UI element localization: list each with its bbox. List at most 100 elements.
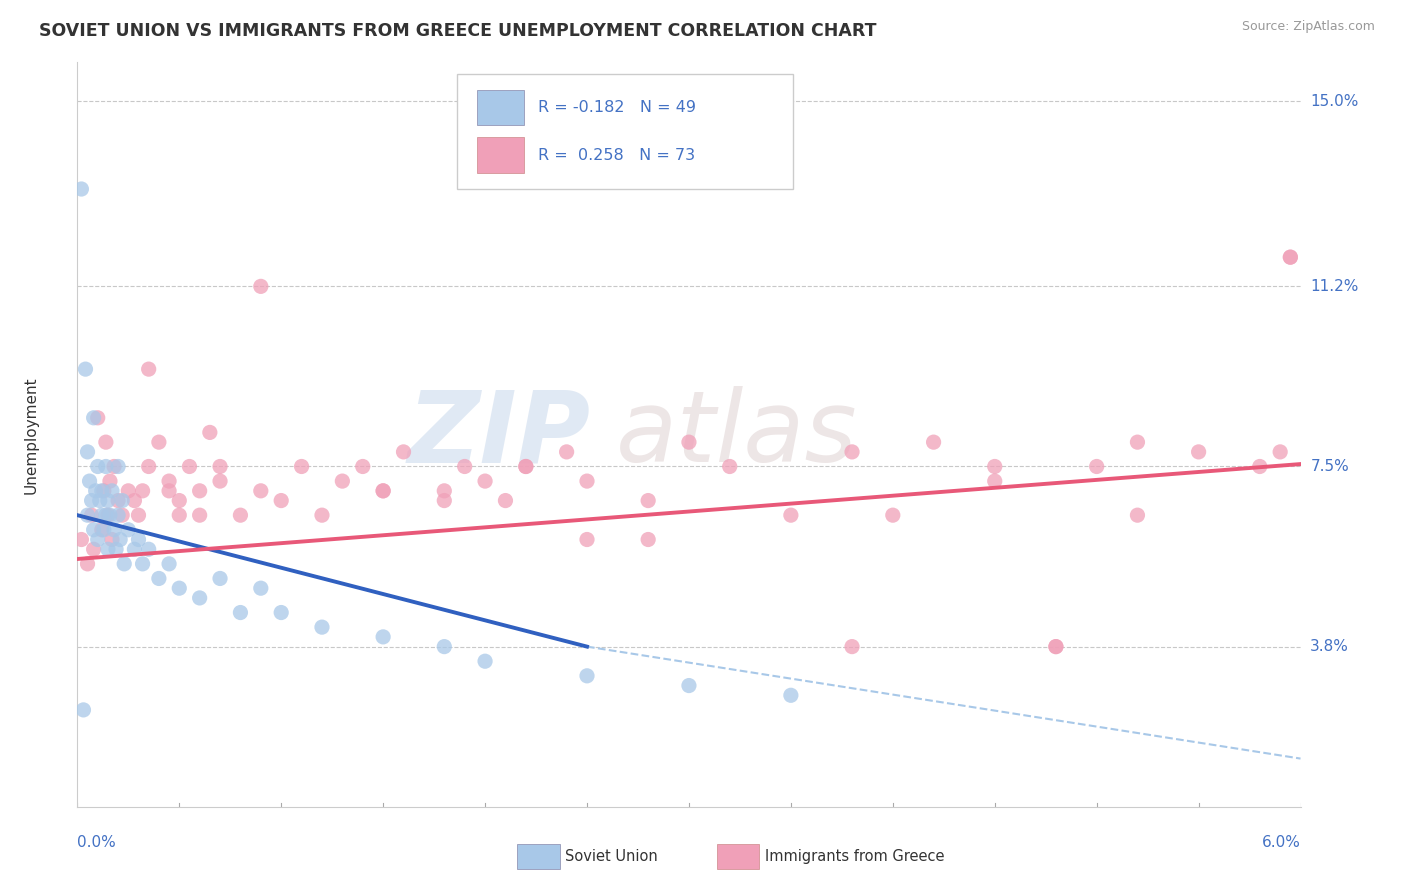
Point	[90, 483, 112, 498]
Point	[198, 425, 221, 440]
Point	[157, 557, 180, 571]
Text: ZIP: ZIP	[408, 386, 591, 483]
Text: 15.0%: 15.0%	[1310, 94, 1358, 109]
Point	[124, 542, 146, 557]
Point	[94, 435, 117, 450]
Point	[433, 483, 456, 498]
Point	[229, 606, 252, 620]
Point	[84, 483, 107, 498]
Point	[637, 493, 659, 508]
Point	[718, 459, 741, 474]
Point	[108, 533, 131, 547]
Point	[229, 508, 252, 523]
Point	[90, 523, 112, 537]
Point	[576, 533, 599, 547]
Point	[83, 542, 105, 557]
Point	[117, 523, 139, 537]
Point	[94, 459, 117, 474]
Text: 7.5%: 7.5%	[1310, 459, 1348, 474]
Point	[291, 459, 314, 474]
Point	[637, 533, 659, 547]
Point	[1249, 459, 1271, 474]
Text: 11.2%: 11.2%	[1310, 279, 1358, 293]
Point	[72, 703, 94, 717]
Point	[1045, 640, 1067, 654]
Point	[1045, 640, 1067, 654]
Point	[433, 640, 456, 654]
Text: Unemployment: Unemployment	[24, 376, 38, 493]
Point	[79, 474, 101, 488]
Point	[841, 640, 863, 654]
Point	[148, 571, 170, 585]
Point	[208, 571, 231, 585]
Point	[188, 483, 211, 498]
Point	[87, 459, 110, 474]
FancyBboxPatch shape	[457, 74, 793, 189]
Point	[332, 474, 354, 488]
Point	[131, 557, 153, 571]
Point	[76, 508, 98, 523]
Point	[98, 474, 121, 488]
Point	[882, 508, 904, 523]
Point	[1085, 459, 1108, 474]
Bar	[477, 90, 524, 126]
Point	[87, 533, 110, 547]
Point	[97, 542, 120, 557]
Point	[474, 474, 496, 488]
Point	[80, 508, 103, 523]
Point	[1279, 250, 1302, 264]
Point	[678, 679, 700, 693]
Point	[515, 459, 537, 474]
Point	[208, 474, 231, 488]
Point	[984, 474, 1007, 488]
Text: Soviet Union: Soviet Union	[565, 849, 658, 863]
Point	[208, 459, 231, 474]
Point	[179, 459, 201, 474]
Point	[270, 493, 292, 508]
Point	[87, 410, 110, 425]
Point	[124, 493, 146, 508]
Point	[352, 459, 374, 474]
Point	[157, 474, 180, 488]
Point	[311, 620, 333, 634]
Point	[1126, 508, 1149, 523]
Point	[111, 508, 134, 523]
Point	[250, 581, 273, 595]
Point	[97, 508, 120, 523]
Point	[371, 483, 394, 498]
Point	[1279, 250, 1302, 264]
Point	[250, 483, 273, 498]
Point	[112, 557, 135, 571]
Point	[270, 606, 292, 620]
Point	[157, 483, 180, 498]
Text: 6.0%: 6.0%	[1261, 835, 1301, 850]
Point	[75, 362, 97, 376]
Point	[169, 493, 191, 508]
Point	[111, 493, 134, 508]
Point	[107, 508, 129, 523]
Point	[433, 493, 456, 508]
Text: Source: ZipAtlas.com: Source: ZipAtlas.com	[1241, 20, 1375, 33]
Text: atlas: atlas	[616, 386, 858, 483]
Point	[392, 445, 415, 459]
Point	[83, 410, 105, 425]
Point	[1270, 445, 1292, 459]
Point	[1126, 435, 1149, 450]
Point	[250, 279, 273, 293]
Text: SOVIET UNION VS IMMIGRANTS FROM GREECE UNEMPLOYMENT CORRELATION CHART: SOVIET UNION VS IMMIGRANTS FROM GREECE U…	[39, 22, 877, 40]
Point	[70, 533, 93, 547]
Point	[107, 493, 129, 508]
Point	[138, 459, 160, 474]
Point	[495, 493, 517, 508]
Point	[474, 654, 496, 668]
Point	[371, 483, 394, 498]
Point	[780, 508, 803, 523]
Point	[90, 508, 112, 523]
Point	[188, 591, 211, 605]
Point	[103, 459, 125, 474]
Point	[105, 542, 128, 557]
Point	[94, 508, 117, 523]
Bar	[477, 137, 524, 173]
Point	[188, 508, 211, 523]
Point	[922, 435, 945, 450]
